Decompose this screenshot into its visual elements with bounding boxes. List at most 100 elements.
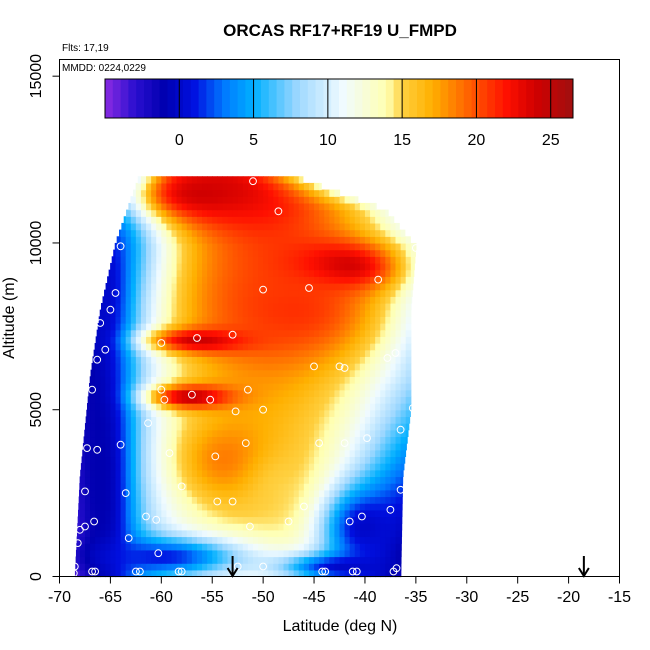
heatmap-cell [298,236,305,244]
heatmap-cell [278,463,285,471]
heatmap-cell [247,496,254,504]
heatmap-cell [242,456,249,464]
heatmap-cell [395,236,402,244]
heatmap-cell [344,209,351,217]
heatmap-cell [156,436,162,444]
heatmap-cell [217,456,224,464]
heatmap-cell [166,296,173,304]
heatmap-cell [79,516,86,524]
heatmap-cell [400,323,407,331]
heatmap-cell [217,509,224,518]
heatmap-cell [375,436,381,444]
heatmap-cell [222,256,229,264]
heatmap-cell [380,423,386,431]
heatmap-cell [105,323,112,331]
heatmap-cell [359,523,366,531]
heatmap-cell [186,503,193,511]
heatmap-cell [140,323,147,331]
heatmap-cell [125,336,132,344]
heatmap-cell [364,516,371,524]
heatmap-cell [329,543,336,551]
heatmap-cell [329,276,336,284]
heatmap-cell [90,549,96,558]
heatmap-cell [181,196,188,204]
heatmap-cell [288,256,295,264]
heatmap-cell [334,336,341,344]
heatmap-cell [110,549,117,558]
heatmap-cell [349,476,356,484]
heatmap-cell [273,343,280,351]
heatmap-cell [263,276,269,284]
heatmap-cell [344,316,351,324]
heatmap-cell [308,456,315,464]
heatmap-cell [344,463,351,471]
sample-point [193,334,201,342]
heatmap-cell [191,349,198,357]
heatmap-cell [303,249,310,257]
heatmap-cell [242,416,249,424]
heatmap-cell [400,509,403,518]
heatmap-cell [395,443,402,451]
heatmap-cell [359,343,366,351]
heatmap-cell [110,489,117,498]
heatmap-cell [354,323,361,331]
heatmap-cell [293,182,300,191]
heatmap-cell [263,396,269,404]
heatmap-cell [400,476,404,484]
heatmap-cell [293,236,300,244]
heatmap-cell [202,449,208,458]
heatmap-cell [196,329,203,337]
heatmap-cell [268,383,274,391]
heatmap-cell [303,323,310,331]
heatmap-cell [130,556,137,564]
heatmap-cell [84,429,86,438]
heatmap-cell [268,529,274,538]
heatmap-cell [405,323,412,331]
heatmap-cell [390,483,397,491]
heatmap-cell [135,443,142,451]
heatmap-cell [115,302,122,311]
heatmap-cell [237,509,244,518]
heatmap-cell [196,182,203,191]
heatmap-cell [166,216,173,224]
heatmap-cell [242,309,249,317]
heatmap-cell [191,202,198,211]
heatmap-cell [293,316,300,324]
heatmap-cell [202,456,208,464]
heatmap-cell [151,256,157,264]
heatmap-cell [120,363,127,371]
heatmap-cell [115,296,122,304]
heatmap-cell [385,249,392,257]
heatmap-cell [156,209,162,217]
heatmap-cell [247,569,254,578]
heatmap-cell [84,569,91,578]
heatmap-cell [380,323,386,331]
heatmap-cell [135,463,142,471]
heatmap-cell [314,196,320,204]
heatmap-cell [84,449,91,458]
heatmap-cell [268,503,274,511]
heatmap-cell [242,256,249,264]
heatmap-cell [100,302,106,311]
heatmap-cell [146,496,152,504]
heatmap-cell [242,242,249,251]
heatmap-cell [196,483,203,491]
heatmap-cell [191,463,198,471]
heatmap-cell [242,202,249,211]
heatmap-cell [130,396,137,404]
heatmap-cell [171,216,178,224]
heatmap-cell [156,416,162,424]
heatmap-cell [191,336,198,344]
heatmap-cell [88,389,91,397]
heatmap-cell [293,229,300,237]
heatmap-cell [247,336,254,344]
heatmap-cell [268,256,274,264]
y-tick-label: 15000 [28,54,45,99]
heatmap-cell [100,389,106,397]
heatmap-cell [370,456,376,464]
heatmap-cell [288,236,295,244]
heatmap-cell [364,389,371,397]
heatmap-cell [161,369,168,377]
colorbar-segment [261,79,270,118]
